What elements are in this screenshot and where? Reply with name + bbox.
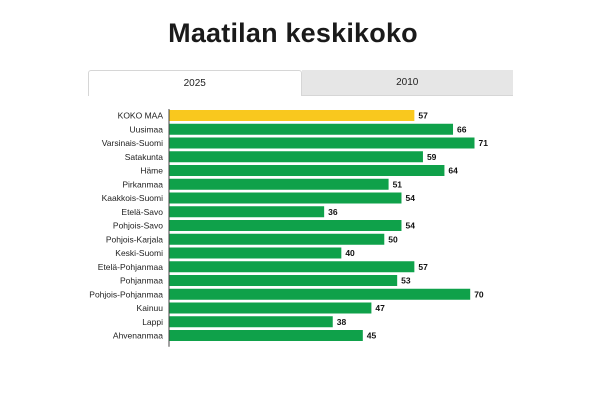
bar[interactable] (169, 192, 402, 204)
data-label: 50 (388, 234, 398, 244)
bar[interactable] (169, 275, 398, 286)
category-label: Satakunta (125, 152, 164, 162)
data-label: 57 (418, 262, 428, 272)
data-label: 47 (375, 303, 385, 313)
data-label: 53 (401, 276, 411, 286)
category-label: Etelä-Savo (121, 207, 163, 217)
tab-2010[interactable]: 2010 (301, 70, 513, 96)
category-label: Pohjanmaa (120, 276, 163, 286)
category-label: Kaakkois-Suomi (102, 193, 164, 203)
data-label: 57 (418, 111, 428, 121)
data-label: 70 (474, 289, 484, 299)
bar[interactable] (169, 137, 475, 149)
bar[interactable] (169, 206, 325, 218)
data-label: 59 (427, 152, 437, 162)
bar[interactable] (169, 123, 454, 135)
data-label: 45 (367, 331, 377, 341)
bar[interactable] (169, 247, 342, 259)
data-label: 36 (328, 207, 338, 217)
tab-2025[interactable]: 2025 (88, 70, 302, 96)
bar[interactable] (169, 316, 333, 328)
category-label: Pohjois-Savo (113, 221, 163, 231)
year-tabs: 2025 2010 (88, 70, 513, 96)
category-label: Varsinais-Suomi (102, 138, 163, 148)
chart-title: Maatilan keskikoko (168, 18, 418, 48)
data-label: 64 (448, 166, 458, 176)
bar[interactable] (169, 261, 415, 273)
bar[interactable] (169, 302, 372, 314)
data-label: 38 (337, 317, 347, 327)
data-label: 51 (393, 179, 403, 189)
category-label: Etelä-Pohjanmaa (98, 262, 163, 272)
data-label: 66 (457, 124, 467, 134)
bar[interactable] (169, 288, 471, 300)
category-label: Lappi (142, 317, 163, 327)
category-label: Keski-Suomi (115, 248, 163, 258)
bar[interactable] (169, 165, 445, 176)
data-label: 54 (405, 193, 415, 203)
bar[interactable] (169, 178, 389, 190)
bar[interactable] (169, 151, 423, 163)
category-label: Pirkanmaa (122, 179, 163, 189)
category-label: Pohjois-Karjala (106, 234, 163, 244)
bar[interactable] (169, 330, 363, 341)
category-label: KOKO MAA (118, 111, 164, 121)
bar-highlight[interactable] (169, 110, 415, 121)
category-label: Uusimaa (129, 124, 163, 134)
category-label: Pohjois-Pohjanmaa (89, 289, 163, 299)
bar[interactable] (169, 233, 385, 245)
bar[interactable] (169, 220, 402, 231)
category-label: Häme (140, 166, 163, 176)
data-label: 40 (345, 248, 355, 258)
category-label: Kainuu (137, 303, 164, 313)
category-label: Ahvenanmaa (113, 331, 163, 341)
data-label: 71 (479, 138, 489, 148)
data-label: 54 (405, 221, 415, 231)
